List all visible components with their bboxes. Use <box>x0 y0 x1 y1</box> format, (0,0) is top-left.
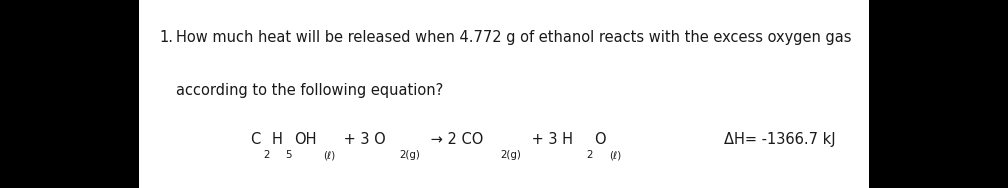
Text: according to the following equation?: according to the following equation? <box>176 83 444 98</box>
Text: 2(g): 2(g) <box>399 150 420 160</box>
Text: + 3 O: + 3 O <box>339 132 385 147</box>
Text: → 2 CO: → 2 CO <box>426 132 483 147</box>
Text: 1.: 1. <box>159 30 173 45</box>
Text: 5: 5 <box>285 150 292 160</box>
Text: O: O <box>595 132 606 147</box>
Text: H: H <box>271 132 282 147</box>
Text: How much heat will be released when 4.772 g of ethanol reacts with the excess ox: How much heat will be released when 4.77… <box>176 30 852 45</box>
Text: + 3 H: + 3 H <box>527 132 573 147</box>
Text: 2(g): 2(g) <box>500 150 521 160</box>
Text: 2: 2 <box>263 150 269 160</box>
Text: ΔH= -1366.7 kJ: ΔH= -1366.7 kJ <box>724 132 836 147</box>
Text: (ℓ): (ℓ) <box>610 150 622 160</box>
Text: (ℓ): (ℓ) <box>323 150 335 160</box>
Text: OH: OH <box>294 132 317 147</box>
Text: 2: 2 <box>587 150 593 160</box>
Text: C: C <box>250 132 260 147</box>
